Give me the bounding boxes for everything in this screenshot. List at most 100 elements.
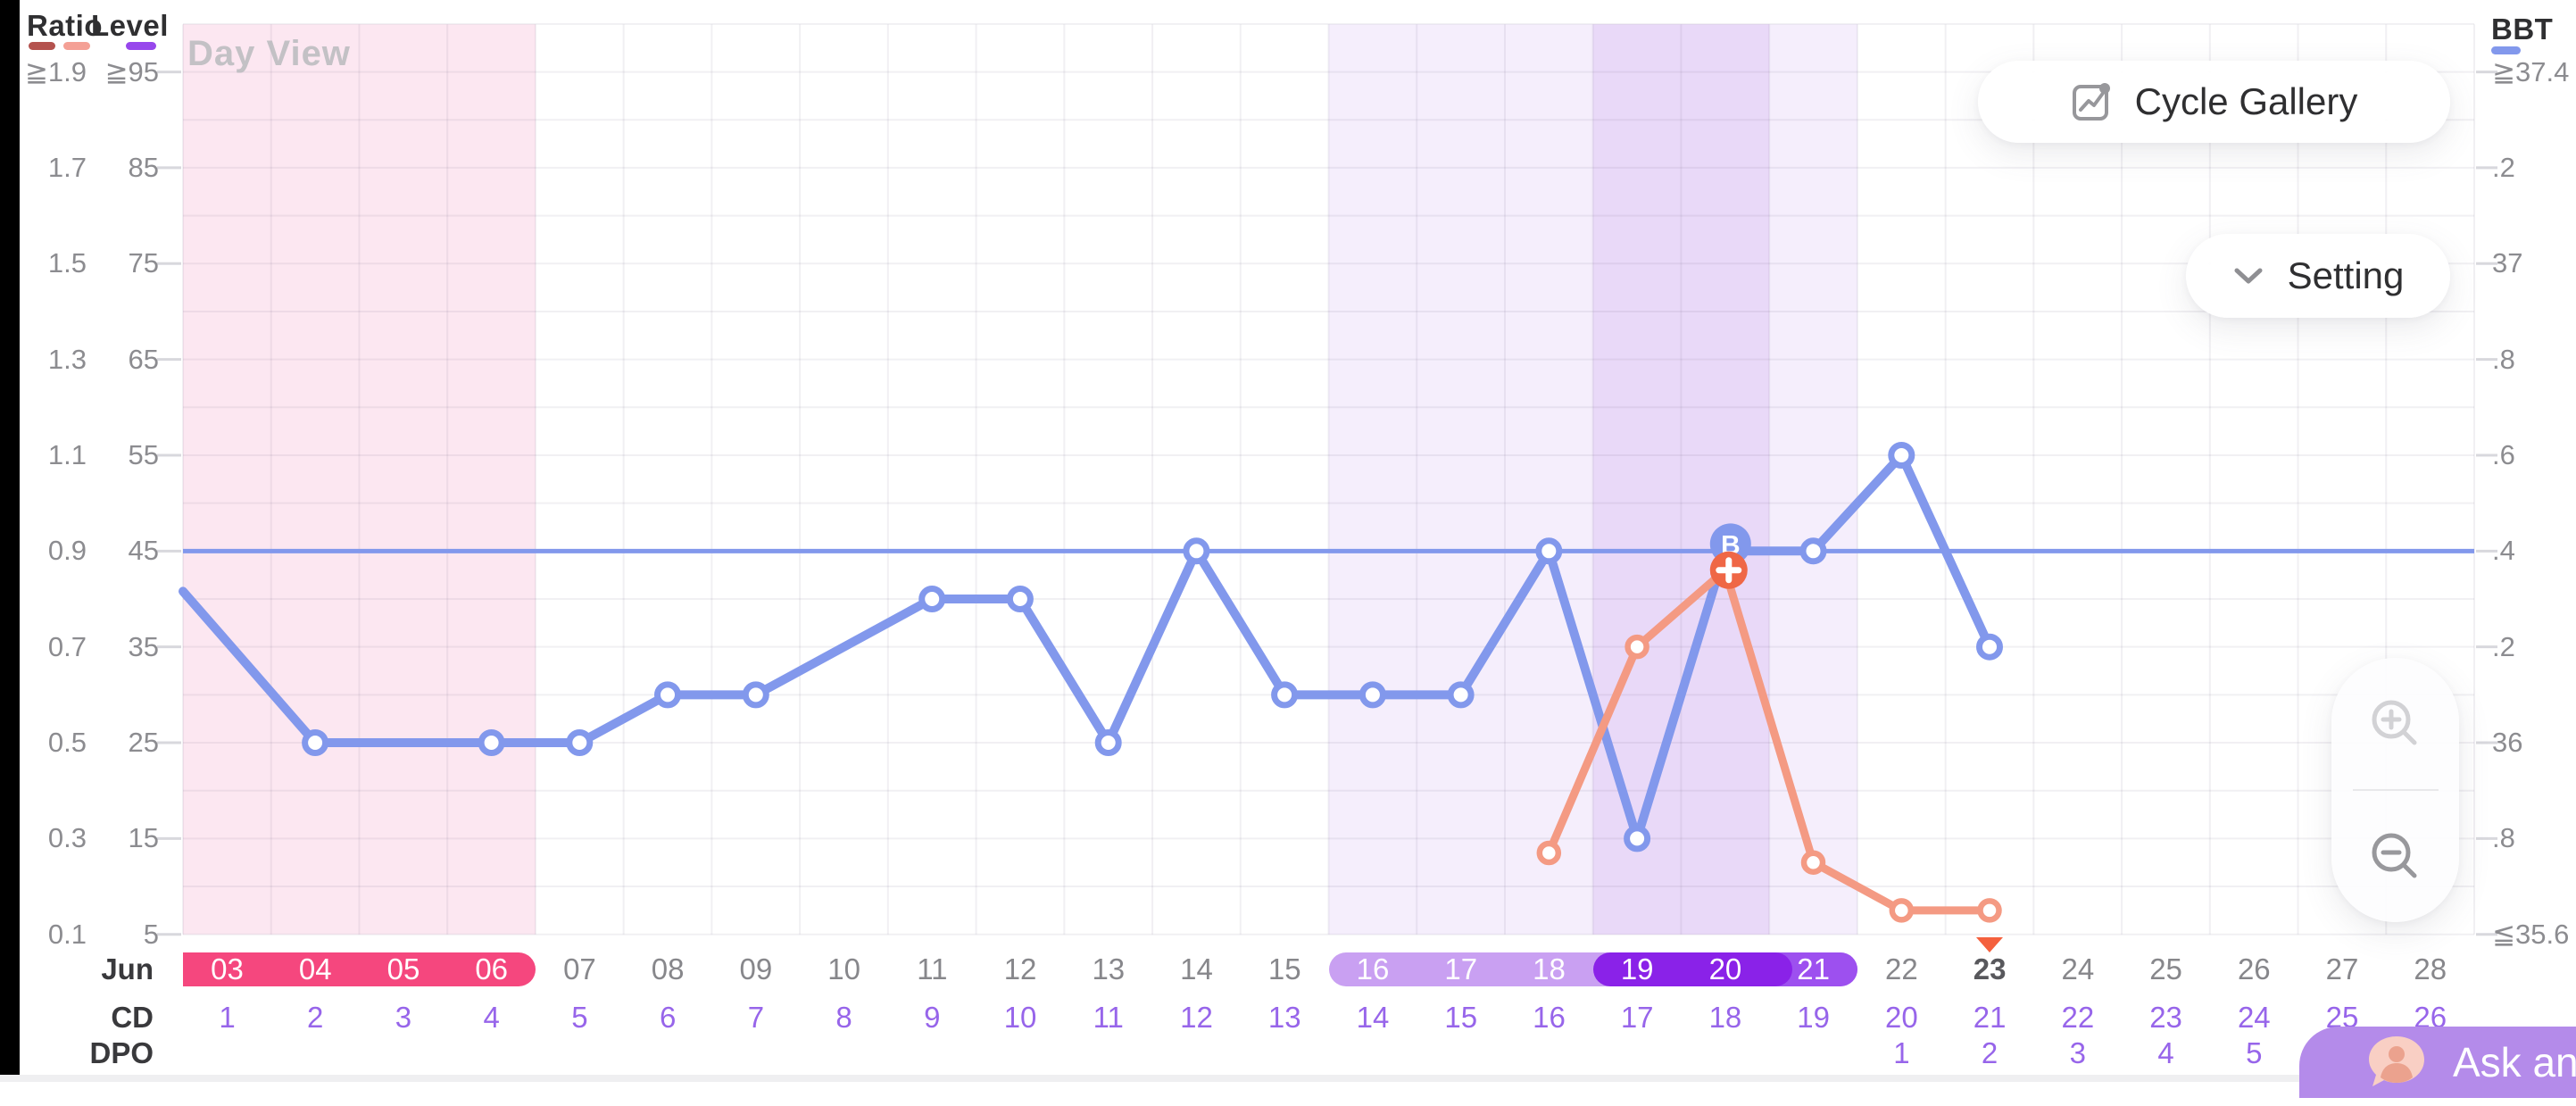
level-tick-label: 55 <box>128 438 159 470</box>
level-tick-label: 65 <box>128 343 159 375</box>
lh-point[interactable] <box>1447 681 1475 709</box>
zoom-controls <box>2331 658 2459 922</box>
bbt-point[interactable] <box>1536 840 1562 866</box>
date-cell[interactable]: 13 <box>1092 952 1126 985</box>
cycle-day-row: CD 1 2 3 4 5 6 7 8 9 10 11 12 13 14 15 16 17 18 19 20 21 22 23… <box>0 1000 2576 1035</box>
cd-value: 23 <box>2149 1001 2182 1034</box>
date-cell[interactable]: 18 <box>1533 952 1566 985</box>
lh-point[interactable] <box>654 681 681 709</box>
lh-point[interactable] <box>1624 825 1651 852</box>
lh-point[interactable] <box>918 586 946 612</box>
lh-point[interactable] <box>302 729 329 756</box>
date-cell[interactable]: 24 <box>2061 952 2095 985</box>
ratio-axis-header: Ratio <box>27 9 103 42</box>
level-tick-label: 25 <box>128 727 159 759</box>
bbt-tick-label: .2 <box>2492 630 2515 662</box>
cd-row-label: CD <box>111 1001 154 1034</box>
ratio-tick-label: 0.3 <box>47 822 87 854</box>
ratio-tick-label: 0.1 <box>47 918 87 950</box>
date-cell[interactable]: 10 <box>827 952 860 985</box>
ratio-tick-label: 0.5 <box>47 727 87 759</box>
date-cell[interactable]: 14 <box>1180 952 1213 985</box>
dpo-row-label: DPO <box>89 1036 154 1069</box>
date-cell[interactable]: 26 <box>2237 952 2271 985</box>
lh-point[interactable] <box>1799 537 1827 565</box>
setting-button[interactable]: Setting <box>2186 234 2450 318</box>
date-cell[interactable]: 12 <box>1003 952 1037 985</box>
date-cell[interactable]: 23 <box>1973 952 2007 985</box>
lh-point[interactable] <box>1976 633 2003 661</box>
month-row-label: Jun <box>101 952 154 985</box>
date-cell[interactable]: 25 <box>2149 952 2182 985</box>
magnifier-plus-icon <box>2368 696 2423 752</box>
level-tick-label: ≧95 <box>104 55 159 87</box>
bbt-point[interactable] <box>1800 850 1826 875</box>
bbt-tick-label: .6 <box>2492 438 2515 470</box>
cd-value: 6 <box>659 1001 677 1034</box>
date-cell[interactable]: 17 <box>1444 952 1478 985</box>
period-pill <box>183 952 536 986</box>
lh-point[interactable] <box>478 729 505 756</box>
bbt-tick-label: ≧37.4 <box>2492 55 2570 87</box>
lh-point[interactable] <box>1888 442 1915 469</box>
cd-value: 12 <box>1180 1001 1213 1034</box>
dpo-value: 1 <box>1893 1036 1910 1069</box>
cd-value: 8 <box>835 1001 852 1034</box>
date-cell[interactable]: 21 <box>1797 952 1830 985</box>
date-cell[interactable]: 04 <box>298 952 332 985</box>
date-cell[interactable]: 09 <box>739 952 773 985</box>
lh-point[interactable] <box>742 681 769 709</box>
cd-value: 21 <box>1973 1001 2007 1034</box>
ask-expert-button[interactable]: Ask an <box>2299 1027 2576 1098</box>
date-cell[interactable]: 03 <box>211 952 244 985</box>
ratio-tick-label: 0.9 <box>47 535 87 567</box>
cd-value: 10 <box>1003 1001 1037 1034</box>
bbt-point[interactable] <box>1889 898 1915 923</box>
zoom-in-button[interactable] <box>2331 658 2459 789</box>
lh-point[interactable] <box>1094 729 1122 756</box>
date-cell[interactable]: 27 <box>2325 952 2359 985</box>
lh-point[interactable] <box>566 729 594 756</box>
peak-days-pill <box>1592 952 1793 986</box>
dpo-row: DPO 1 2 3 4 5 <box>0 1035 2576 1071</box>
screen-left-edge <box>0 0 20 1082</box>
date-cell[interactable]: 20 <box>1708 952 1742 985</box>
ratio-tick-label: ≧1.9 <box>24 55 87 87</box>
period-band <box>183 24 536 935</box>
cd-value: 24 <box>2237 1001 2271 1034</box>
chevron-down-icon <box>2232 265 2264 287</box>
date-cell[interactable]: 11 <box>917 952 948 985</box>
lh-point[interactable] <box>1359 681 1386 709</box>
lh-point[interactable] <box>1535 537 1563 565</box>
cd-value: 11 <box>1093 1001 1124 1034</box>
date-cell[interactable]: 07 <box>563 952 596 985</box>
setting-label: Setting <box>2287 254 2405 296</box>
zoom-out-button[interactable] <box>2331 791 2459 922</box>
date-cell[interactable]: 16 <box>1356 952 1390 985</box>
lh-point[interactable] <box>1006 586 1034 612</box>
cd-value: 18 <box>1708 1001 1742 1034</box>
date-cell[interactable]: 22 <box>1885 952 1918 985</box>
ratio-tick-label: 0.7 <box>47 630 87 662</box>
date-cell[interactable]: 06 <box>475 952 509 985</box>
date-cell[interactable]: 05 <box>386 952 420 985</box>
dpo-value: 5 <box>2246 1036 2263 1069</box>
date-row: Jun 03 04 05 06 07 08 09 10 11 12 13 14 15 16 17 18 19 20… <box>0 952 2576 987</box>
bbt-point[interactable] <box>1977 898 2002 923</box>
cd-value: 1 <box>219 1001 236 1034</box>
bbt-point[interactable] <box>1625 634 1649 660</box>
magnifier-minus-icon <box>2368 829 2423 885</box>
cd-value: 13 <box>1267 1001 1301 1034</box>
lh-point[interactable] <box>1183 537 1210 565</box>
bbt-tick-label: .4 <box>2492 535 2515 567</box>
date-cell[interactable]: 15 <box>1267 952 1301 985</box>
date-cell[interactable]: 28 <box>2414 952 2447 985</box>
date-cell[interactable]: 08 <box>651 952 685 985</box>
cycle-gallery-button[interactable]: Cycle Gallery <box>1978 61 2450 143</box>
dpo-value: 2 <box>1981 1036 1998 1069</box>
bbt-tick-label: ≦35.6 <box>2492 918 2570 950</box>
date-cell[interactable]: 19 <box>1620 952 1654 985</box>
lh-point[interactable] <box>1271 681 1299 709</box>
ratio-tick-label: 1.1 <box>47 438 87 470</box>
bbt-tick-label: .8 <box>2492 822 2515 854</box>
